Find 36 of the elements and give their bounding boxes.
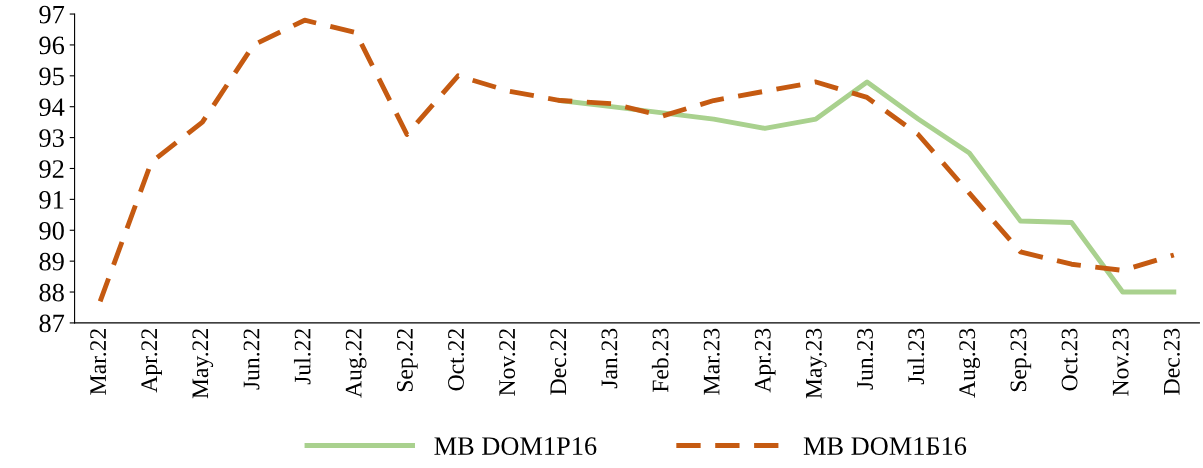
x-tick-label: Sep.23: [1010, 328, 1032, 392]
y-tick-label: 93: [39, 129, 64, 148]
y-tick-label: 88: [39, 283, 64, 302]
x-tick-label: Aug.22: [345, 329, 367, 398]
x-tick-label: Jun.23: [857, 328, 874, 390]
x-tick-label: Nov.23: [1112, 328, 1129, 396]
x-tick-label: Sep.22: [396, 329, 418, 392]
x-tick-label: May.23: [805, 328, 827, 399]
y-tick-label: 94: [39, 98, 65, 117]
x-tick-label: Nov.22: [499, 329, 516, 396]
x-tick-label: Aug.23: [959, 328, 981, 398]
x-tick-label: Dec.23: [1163, 328, 1180, 395]
x-tick-label: Apr.22: [141, 329, 162, 393]
x-tick-label: Apr.23: [754, 328, 776, 393]
legend-label: MB DOM1Б16: [803, 437, 967, 455]
x-tick-label: Jan.23: [601, 328, 618, 389]
x-tick-label: Jul.22: [293, 329, 311, 385]
y-tick-label: 89: [39, 252, 64, 271]
x-tick-label: Mar.23: [703, 328, 720, 395]
x-tick-label: Oct.22: [448, 329, 465, 391]
x-tick-label: Dec.22: [550, 329, 567, 395]
y-tick-label: 97: [39, 5, 65, 24]
y-tick-label: 96: [39, 36, 65, 55]
y-tick-label: 90: [39, 221, 64, 240]
x-tick-label: Mar.22: [90, 329, 107, 395]
y-tick-label: 87: [39, 314, 65, 333]
x-tick-label: Jul.23: [907, 328, 925, 385]
x-tick-label: Jun.22: [243, 329, 260, 390]
y-tick-label: 95: [39, 67, 64, 86]
x-tick-label: May.22: [192, 329, 214, 399]
y-tick-label: 91: [39, 191, 64, 209]
x-tick-label: Oct.23: [1061, 328, 1078, 391]
x-tick-label: Feb.23: [651, 328, 669, 393]
y-tick-label: 92: [39, 160, 64, 178]
legend-label: MB DOM1P16: [434, 437, 597, 455]
line-series: [97, 17, 1177, 304]
